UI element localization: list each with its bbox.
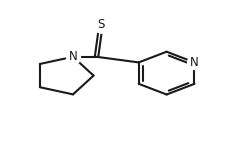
Text: N: N <box>69 50 77 63</box>
Text: N: N <box>190 56 199 69</box>
Text: S: S <box>97 18 105 31</box>
